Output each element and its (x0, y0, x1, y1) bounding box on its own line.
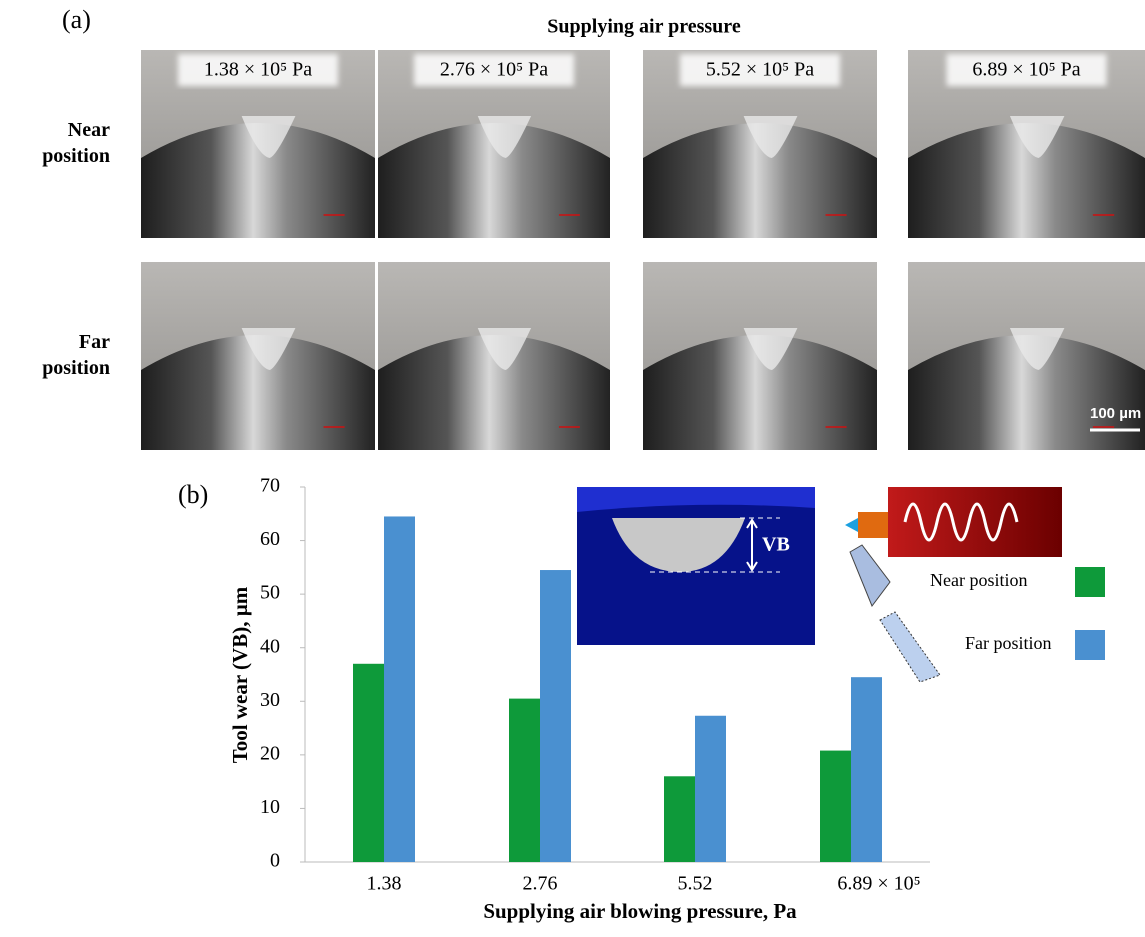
panel-label: (b) (178, 480, 208, 509)
vb-inset (577, 487, 815, 645)
y-tick-label: 50 (260, 582, 280, 604)
micrograph (378, 262, 610, 450)
column-label: 1.38 × 10⁵ Pa (204, 59, 312, 81)
y-tick-label: 10 (260, 796, 280, 818)
y-tick-label: 0 (270, 850, 280, 872)
bar (509, 699, 540, 862)
legend-swatch (1075, 567, 1105, 597)
column-label: 2.76 × 10⁵ Pa (440, 59, 548, 81)
scale-bar-label: 100 µm (1090, 405, 1141, 422)
x-tick-label: 5.52 (678, 873, 713, 895)
legend-swatch (1075, 630, 1105, 660)
x-tick-label: 6.89 × 10⁵ (837, 873, 920, 895)
bar (695, 716, 726, 862)
micrograph (643, 262, 877, 450)
bar (384, 516, 415, 862)
column-label: 5.52 × 10⁵ Pa (706, 59, 814, 81)
bar (540, 570, 571, 862)
column-label: 6.89 × 10⁵ Pa (972, 59, 1080, 81)
y-tick-label: 40 (260, 635, 280, 657)
bar (820, 751, 851, 862)
x-tick-label: 1.38 (367, 873, 402, 895)
legend-label: Far position (965, 633, 1052, 653)
micrograph (141, 262, 375, 450)
y-axis-label: Tool wear (VB), µm (228, 586, 252, 763)
photo-grid (141, 50, 1145, 450)
bar (851, 677, 882, 862)
x-axis-label: Supplying air blowing pressure, Pa (483, 899, 797, 923)
y-tick-label: 30 (260, 689, 280, 711)
panel-title: Supplying air pressure (547, 16, 741, 38)
y-tick-label: 20 (260, 742, 280, 764)
page: (a) Supplying air pressure (b) 0 10 20 30 40 5… (0, 0, 1145, 937)
y-tick-label: 60 (260, 528, 280, 550)
y-tick-label: 70 (260, 475, 280, 497)
panel-label: (a) (62, 5, 91, 34)
inset-label: VB (762, 534, 790, 556)
bar (353, 664, 384, 862)
x-tick-label: 2.76 (523, 873, 558, 895)
legend-label: Near position (930, 570, 1027, 590)
bar (664, 776, 695, 862)
figure: (a) Supplying air pressure (b) 0 10 20 30 40 5… (0, 0, 1145, 932)
